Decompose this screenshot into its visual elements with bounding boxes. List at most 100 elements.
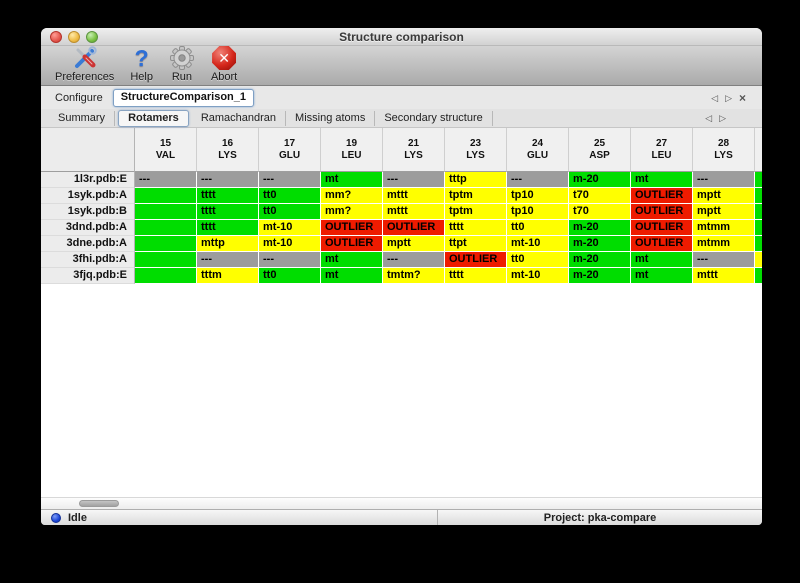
- tab-rotamers[interactable]: Rotamers: [118, 109, 189, 127]
- rotamer-cell[interactable]: tttt: [445, 220, 507, 236]
- tabs-back-icon[interactable]: ◁: [705, 113, 713, 123]
- rotamer-cell[interactable]: tttt: [197, 188, 259, 204]
- row-label-1syk-pdb-B[interactable]: 1syk.pdb:B: [41, 204, 135, 220]
- rotamer-cell[interactable]: tptm: [445, 204, 507, 220]
- rotamer-cell[interactable]: ---: [197, 172, 259, 188]
- abort-button[interactable]: ✕ Abort: [205, 45, 243, 83]
- rotamer-cell[interactable]: tmtm?: [383, 268, 445, 284]
- rotamer-cell[interactable]: ---: [197, 252, 259, 268]
- run-button[interactable]: Run: [163, 45, 201, 83]
- preferences-button[interactable]: Preferences: [49, 45, 120, 83]
- minimize-window-button[interactable]: [68, 30, 80, 43]
- rotamer-cell[interactable]: m-20: [569, 172, 631, 188]
- rotamer-cell[interactable]: mttp: [197, 236, 259, 252]
- rotamer-cell[interactable]: [135, 252, 197, 268]
- rotamer-cell[interactable]: mt: [631, 172, 693, 188]
- tab-missing-atoms[interactable]: Missing atoms: [286, 110, 376, 126]
- zoom-window-button[interactable]: [86, 30, 98, 43]
- rotamer-cell[interactable]: OUTLIER: [445, 252, 507, 268]
- rotamer-cell[interactable]: OUTLIER: [321, 220, 383, 236]
- rotamer-cell[interactable]: ---: [259, 252, 321, 268]
- configure-name-field[interactable]: StructureComparison_1: [112, 88, 255, 107]
- pane-close-icon[interactable]: ×: [738, 90, 746, 105]
- rotamer-cell[interactable]: [135, 220, 197, 236]
- tab-secondary-structure[interactable]: Secondary structure: [375, 110, 493, 126]
- rotamer-cell[interactable]: mttt: [383, 204, 445, 220]
- rotamer-cell[interactable]: m-20: [569, 268, 631, 284]
- rotamer-cell[interactable]: mm?: [321, 204, 383, 220]
- column-header-27[interactable]: 27 LEU: [631, 128, 693, 172]
- row-label-1l3r-pdb-E[interactable]: 1l3r.pdb:E: [41, 172, 135, 188]
- rotamer-cell[interactable]: ttpt: [445, 236, 507, 252]
- rotamer-cell[interactable]: mm?: [321, 188, 383, 204]
- rotamer-cell[interactable]: [135, 188, 197, 204]
- rotamer-cell[interactable]: mt: [321, 172, 383, 188]
- tab-ramachandran[interactable]: Ramachandran: [192, 110, 287, 126]
- rotamer-cell[interactable]: tptm: [445, 188, 507, 204]
- rotamer-cell[interactable]: tttt: [197, 220, 259, 236]
- rotamer-cell[interactable]: mptt: [693, 188, 755, 204]
- column-header-28[interactable]: 28 LYS: [693, 128, 755, 172]
- rotamer-cell[interactable]: ---: [507, 172, 569, 188]
- rotamer-cell[interactable]: tt0: [507, 220, 569, 236]
- rotamer-cell[interactable]: OUTLIER: [631, 236, 693, 252]
- column-header-15[interactable]: 15 VAL: [135, 128, 197, 172]
- rotamer-cell[interactable]: ---: [693, 172, 755, 188]
- close-window-button[interactable]: [50, 30, 62, 43]
- rotamer-cell[interactable]: mt-10: [507, 268, 569, 284]
- row-label-3dnd-pdb-A[interactable]: 3dnd.pdb:A: [41, 220, 135, 236]
- rotamer-cell[interactable]: OUTLIER: [321, 236, 383, 252]
- pane-forward-icon[interactable]: ▷: [725, 92, 732, 103]
- pane-back-icon[interactable]: ◁: [711, 92, 719, 103]
- rotamer-cell[interactable]: tttt: [445, 268, 507, 284]
- rotamer-cell[interactable]: OUTLIER: [383, 220, 445, 236]
- rotamer-cell[interactable]: mptt: [693, 204, 755, 220]
- rotamer-cell[interactable]: tp10: [507, 188, 569, 204]
- tab-summary[interactable]: Summary: [49, 110, 116, 126]
- help-button[interactable]: ? Help: [124, 45, 159, 83]
- rotamer-cell[interactable]: OUTLIER: [631, 188, 693, 204]
- rotamer-cell[interactable]: mtmm: [693, 236, 755, 252]
- rotamer-cell[interactable]: m-20: [569, 220, 631, 236]
- rotamer-cell[interactable]: mt-10: [259, 236, 321, 252]
- rotamer-cell[interactable]: OUTLIER: [631, 220, 693, 236]
- rotamer-cell[interactable]: [135, 204, 197, 220]
- rotamer-cell[interactable]: tt0: [507, 252, 569, 268]
- column-header-16[interactable]: 16 LYS: [197, 128, 259, 172]
- row-label-1syk-pdb-A[interactable]: 1syk.pdb:A: [41, 188, 135, 204]
- rotamer-cell[interactable]: t70: [569, 204, 631, 220]
- rotamer-cell[interactable]: m-20: [569, 236, 631, 252]
- rotamer-cell[interactable]: ---: [259, 172, 321, 188]
- rotamer-cell[interactable]: mt: [321, 252, 383, 268]
- rotamer-cell[interactable]: OUTLIER: [631, 204, 693, 220]
- rotamer-cell[interactable]: ---: [135, 172, 197, 188]
- rotamer-cell[interactable]: mttt: [693, 268, 755, 284]
- horizontal-scrollbar-thumb[interactable]: [79, 500, 119, 507]
- column-header-25[interactable]: 25 ASP: [569, 128, 631, 172]
- rotamer-cell[interactable]: m-20: [569, 252, 631, 268]
- rotamer-cell[interactable]: ---: [383, 252, 445, 268]
- rotamer-cell[interactable]: [135, 268, 197, 284]
- column-header-23[interactable]: 23 LYS: [445, 128, 507, 172]
- rotamer-cell[interactable]: tt0: [259, 204, 321, 220]
- rotamer-cell[interactable]: tttm: [197, 268, 259, 284]
- rotamer-cell[interactable]: ---: [383, 172, 445, 188]
- rotamer-cell[interactable]: t70: [569, 188, 631, 204]
- column-header-24[interactable]: 24 GLU: [507, 128, 569, 172]
- row-label-3dne-pdb-A[interactable]: 3dne.pdb:A: [41, 236, 135, 252]
- rotamer-cell[interactable]: mt: [631, 252, 693, 268]
- rotamer-cell[interactable]: ---: [693, 252, 755, 268]
- rotamer-cell[interactable]: mptt: [383, 236, 445, 252]
- tabs-forward-icon[interactable]: ▷: [719, 113, 726, 123]
- row-label-3fhi-pdb-A[interactable]: 3fhi.pdb:A: [41, 252, 135, 268]
- rotamer-cell[interactable]: tt0: [259, 268, 321, 284]
- rotamer-cell[interactable]: mt-10: [507, 236, 569, 252]
- column-header-19[interactable]: 19 LEU: [321, 128, 383, 172]
- rotamer-cell[interactable]: [135, 236, 197, 252]
- horizontal-scrollbar[interactable]: [41, 497, 762, 509]
- rotamer-cell[interactable]: tp10: [507, 204, 569, 220]
- rotamer-cell[interactable]: mtmm: [693, 220, 755, 236]
- row-label-3fjq-pdb-E[interactable]: 3fjq.pdb:E: [41, 268, 135, 284]
- rotamer-cell[interactable]: mt: [631, 268, 693, 284]
- rotamer-cell[interactable]: tt0: [259, 188, 321, 204]
